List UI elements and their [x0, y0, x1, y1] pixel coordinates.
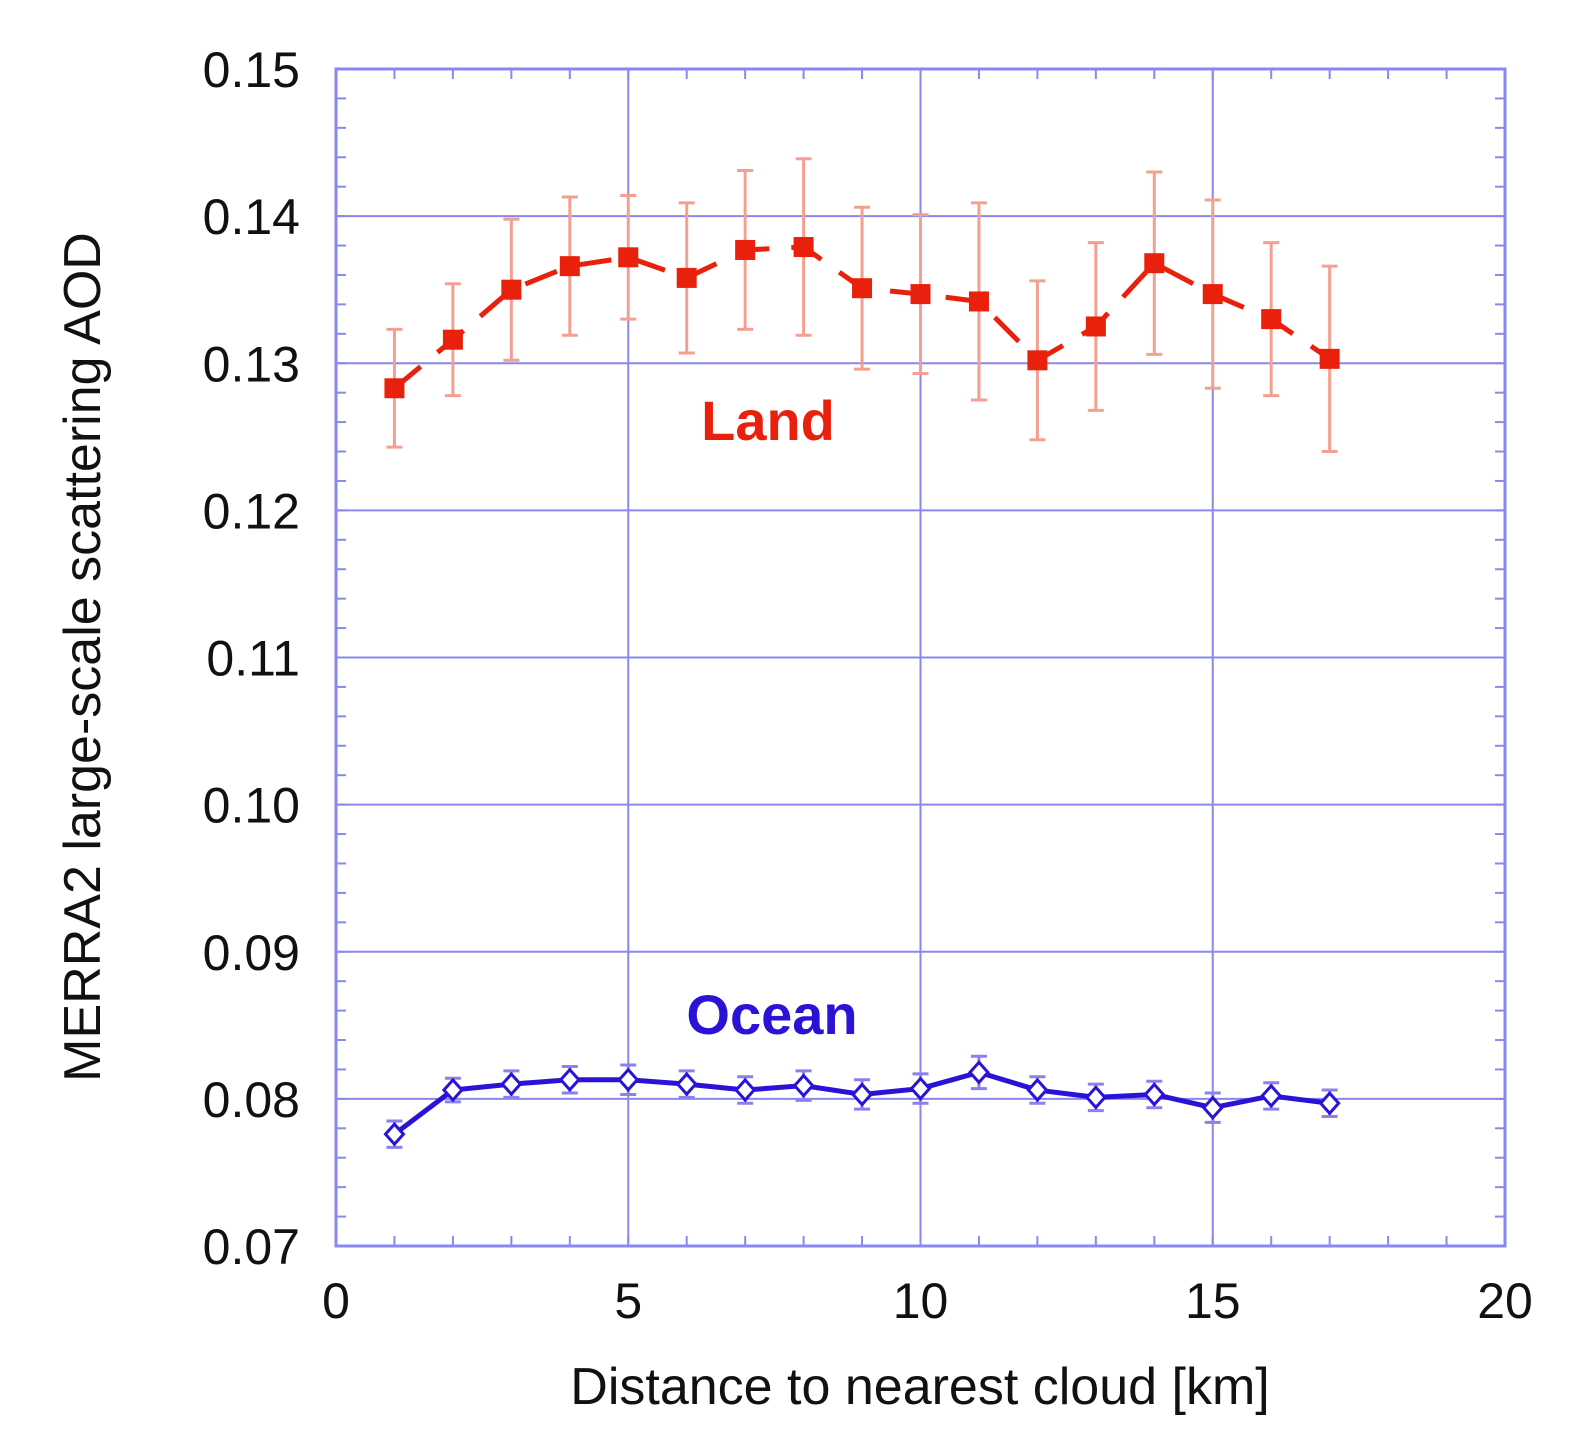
- data-point: [910, 284, 931, 305]
- data-point: [383, 1121, 406, 1147]
- x-tick-label: 15: [1185, 1273, 1241, 1329]
- data-point: [967, 1060, 990, 1085]
- data-point: [618, 247, 639, 268]
- data-point: [442, 329, 463, 350]
- y-tick-label: 0.13: [203, 336, 300, 392]
- series-land: [384, 157, 1340, 454]
- data-point: [559, 256, 580, 277]
- data-point: [735, 239, 756, 260]
- y-axis-label: MERRA2 large-scale scattering AOD: [54, 232, 112, 1082]
- data-point: [792, 1073, 815, 1098]
- data-point: [500, 1071, 523, 1097]
- data-point: [851, 1082, 874, 1107]
- y-tick-labels: 0.07 0.08 0.09 0.10 0.11 0.12 0.13 0.14 0.15: [203, 42, 300, 1275]
- x-tick-label: 20: [1477, 1273, 1533, 1329]
- x-tick-label: 0: [322, 1273, 350, 1329]
- data-point: [734, 1077, 757, 1103]
- y-tick-label: 0.11: [206, 631, 300, 687]
- data-point: [1319, 348, 1340, 369]
- data-point: [852, 278, 873, 299]
- data-point: [501, 279, 522, 300]
- data-point: [1260, 1083, 1283, 1109]
- series-ocean: [383, 1054, 1341, 1149]
- data-point: [1202, 284, 1223, 305]
- data-point: [676, 267, 697, 288]
- minor-ticks: [335, 68, 1506, 1247]
- y-tick-label: 0.12: [203, 483, 300, 539]
- y-tick-label: 0.09: [203, 925, 300, 981]
- data-point: [1318, 1091, 1341, 1116]
- data-point: [558, 1067, 581, 1092]
- y-tick-label: 0.07: [203, 1219, 300, 1275]
- plot-frame: [334, 67, 1507, 1248]
- data-point: [1085, 316, 1106, 337]
- data-point: [1144, 253, 1165, 274]
- data-point: [1027, 350, 1048, 371]
- series-label-land: Land: [701, 389, 835, 452]
- data-point: [1261, 309, 1282, 330]
- data-point: [384, 378, 405, 399]
- x-axis-label: Distance to nearest cloud [km]: [570, 1358, 1269, 1416]
- data-point: [675, 1071, 698, 1097]
- data-point: [909, 1076, 932, 1101]
- series-label-ocean: Ocean: [686, 983, 857, 1046]
- data-point: [1084, 1085, 1107, 1110]
- data-point: [968, 291, 989, 312]
- y-tick-label: 0.15: [203, 42, 300, 98]
- series: [383, 157, 1341, 1149]
- data-point: [617, 1067, 640, 1092]
- x-tick-label: 10: [893, 1273, 949, 1329]
- x-tick-labels: 0 5 10 15 20: [322, 1273, 1533, 1329]
- data-point: [441, 1077, 464, 1103]
- data-point: [1143, 1082, 1166, 1107]
- x-tick-label: 5: [614, 1273, 642, 1329]
- data-point: [1026, 1077, 1049, 1103]
- y-tick-label: 0.14: [203, 189, 300, 245]
- y-tick-label: 0.08: [203, 1072, 300, 1128]
- data-point: [1201, 1095, 1224, 1120]
- y-tick-label: 0.10: [203, 778, 300, 834]
- data-point: [793, 237, 814, 258]
